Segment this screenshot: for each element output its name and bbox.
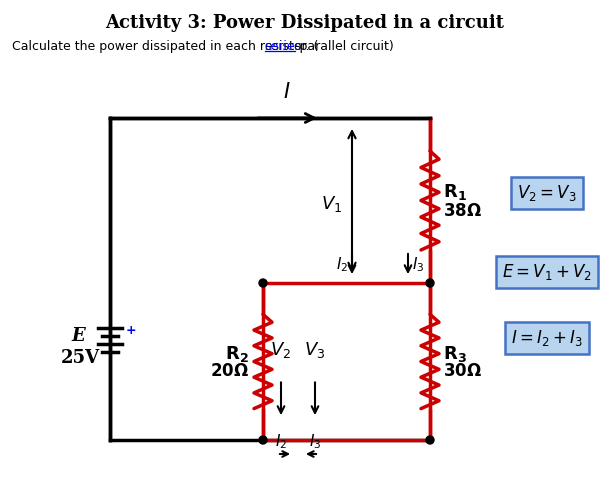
Text: $\mathbf{20\Omega}$: $\mathbf{20\Omega}$ [210, 363, 249, 381]
Circle shape [259, 279, 267, 287]
Text: 25V: 25V [60, 349, 99, 367]
Text: $\mathbf{R_1}$: $\mathbf{R_1}$ [443, 183, 467, 203]
Text: +: + [126, 324, 137, 336]
Text: $I_2$: $I_2$ [275, 432, 287, 451]
Text: -parallel circuit): -parallel circuit) [295, 40, 393, 53]
Text: $I_3$: $I_3$ [309, 432, 321, 451]
Text: $V_3$: $V_3$ [304, 340, 326, 360]
Circle shape [426, 436, 434, 444]
Text: $\mathbf{R_3}$: $\mathbf{R_3}$ [443, 344, 467, 364]
Circle shape [259, 436, 267, 444]
Circle shape [426, 279, 434, 287]
Text: E: E [71, 327, 85, 345]
Text: $V_1$: $V_1$ [321, 194, 342, 214]
Text: $I_3$: $I_3$ [412, 256, 425, 275]
Text: $V_2 = V_3$: $V_2 = V_3$ [517, 183, 577, 203]
Text: $\mathbf{38\Omega}$: $\mathbf{38\Omega}$ [443, 202, 482, 220]
Text: Activity 3: Power Dissipated in a circuit: Activity 3: Power Dissipated in a circui… [106, 14, 504, 32]
Text: $I$: $I$ [283, 82, 291, 102]
Text: $\mathbf{R_2}$: $\mathbf{R_2}$ [225, 344, 249, 364]
Text: $I_2$: $I_2$ [336, 256, 348, 275]
Text: $\mathbf{30\Omega}$: $\mathbf{30\Omega}$ [443, 363, 482, 381]
Text: series: series [265, 40, 301, 53]
Text: $V_2$: $V_2$ [270, 340, 292, 360]
Text: $E = V_1 + V_2$: $E = V_1 + V_2$ [502, 262, 592, 282]
Text: Calculate the power dissipated in each resistor. (: Calculate the power dissipated in each r… [12, 40, 318, 53]
Text: $I = I_2 + I_3$: $I = I_2 + I_3$ [511, 328, 583, 348]
